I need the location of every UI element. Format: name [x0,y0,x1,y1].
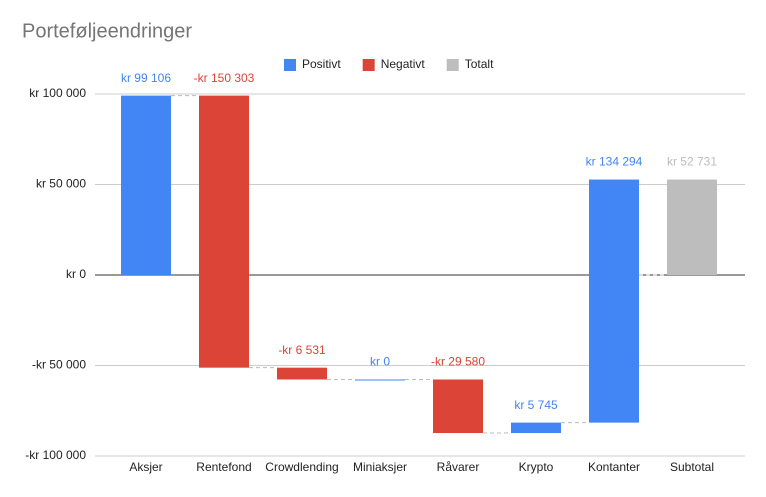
x-tick-label: Aksjer [129,460,162,474]
value-label: -kr 29 580 [431,355,485,369]
bar [355,379,405,381]
bar [121,95,171,276]
bar [511,422,561,434]
y-tick-label: kr 50 000 [36,177,86,191]
bar [667,179,717,275]
value-label: kr 5 745 [514,398,558,412]
value-label: kr 0 [370,355,390,369]
value-label: -kr 150 303 [194,71,255,85]
bar [433,379,483,434]
legend-swatch [284,59,296,71]
x-tick-label: Råvarer [437,460,480,474]
bar [589,179,639,423]
legend-label: Negativt [381,57,426,71]
x-tick-label: Crowdlending [265,460,338,474]
legend-label: Positivt [302,57,341,71]
chart-title: Porteføljeendringer [22,20,192,42]
bar [199,95,249,368]
x-tick-label: Miniaksjer [353,460,407,474]
x-tick-label: Subtotal [670,460,714,474]
x-tick-label: Kontanter [588,460,640,474]
bar [277,367,327,380]
legend-swatch [362,59,375,71]
legend-label: Totalt [465,57,494,71]
value-label: kr 134 294 [586,155,643,169]
legend-swatch [446,59,459,71]
y-tick-label: kr 0 [66,267,86,281]
value-label: kr 52 731 [667,155,717,169]
y-tick-label: kr 100 000 [29,86,86,100]
value-label: -kr 6 531 [278,343,326,357]
y-tick-label: -kr 100 000 [25,448,86,462]
value-label: kr 99 106 [121,71,171,85]
x-tick-label: Rentefond [196,460,251,474]
y-tick-label: -kr 50 000 [32,358,86,372]
x-tick-label: Krypto [519,460,554,474]
